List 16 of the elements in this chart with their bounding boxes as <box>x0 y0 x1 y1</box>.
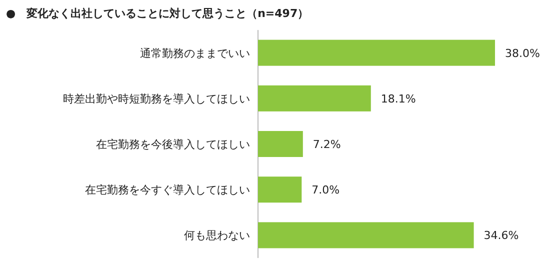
bar <box>258 222 474 248</box>
data-label: 7.0% <box>312 184 340 197</box>
bar <box>258 40 495 66</box>
data-label: 34.6% <box>484 229 519 242</box>
text: ● 変化なく出社していることに対して思うこと（n=497） <box>6 7 309 20</box>
y-tick-label: 時差出勤や時短勤務を導入してほしい <box>63 92 250 106</box>
data-label: 38.0% <box>505 46 540 60</box>
bar <box>258 131 303 157</box>
data-label: 18.1% <box>380 92 416 106</box>
y-tick-label: 通常勤務のままでいい <box>140 46 250 60</box>
data-label: 7.2% <box>312 138 341 151</box>
y-tick-label: 在宅勤務を今すぐ導入してほしい <box>85 184 250 197</box>
y-tick-label: 何も思わない <box>184 229 250 242</box>
y-tick-label: 在宅勤務を今後導入してほしい <box>96 138 250 151</box>
bar <box>258 85 371 112</box>
bar <box>258 176 302 203</box>
